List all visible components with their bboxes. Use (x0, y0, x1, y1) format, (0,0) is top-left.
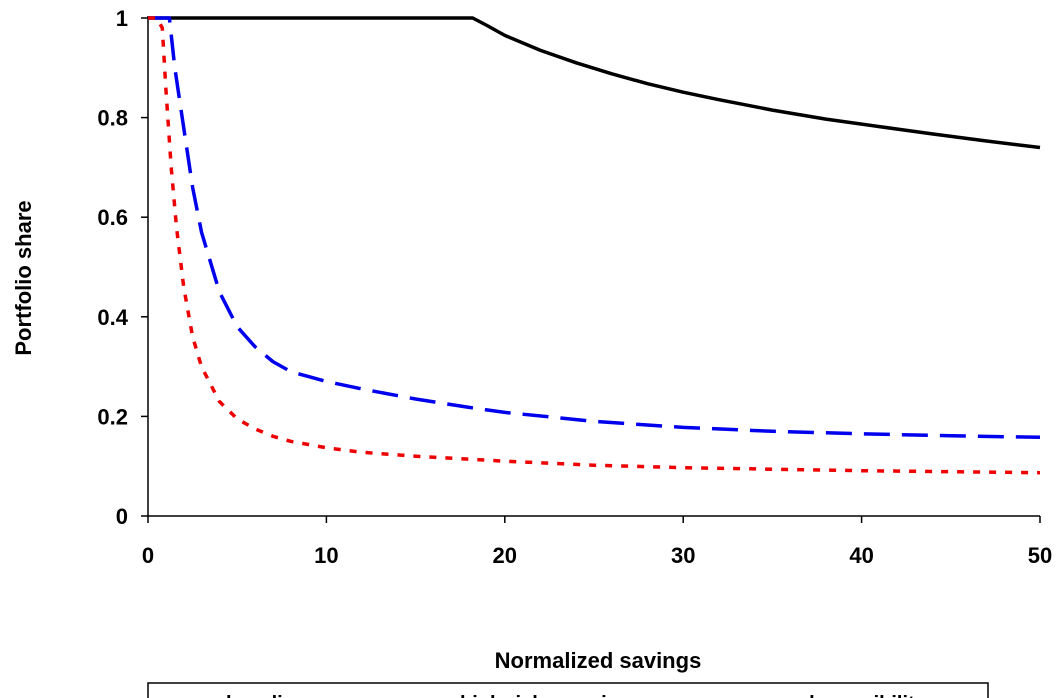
x-tick-label: 0 (142, 543, 154, 568)
x-tick-label: 30 (671, 543, 695, 568)
x-tick-label: 50 (1028, 543, 1052, 568)
x-tick-label: 10 (314, 543, 338, 568)
y-axis-title: Portfolio share (11, 200, 36, 355)
series-line-crash-possibility (148, 16, 1041, 475)
x-tick-label: 40 (849, 543, 873, 568)
legend-label: baseline (226, 693, 306, 698)
legend: baseline high risk aversion crash possibil… (147, 682, 989, 698)
y-tick-label: 0.2 (97, 404, 128, 429)
y-tick-label: 0.6 (97, 205, 128, 230)
y-tick-label: 0.4 (97, 305, 128, 330)
y-tick-label: 0 (116, 504, 128, 529)
series-line-high-risk-aversion (148, 16, 1041, 440)
tick-labels: 0 10 20 30 40 50 0 0.2 0.4 0.6 0.8 1 (97, 6, 1052, 568)
y-tick-label: 1 (116, 6, 128, 31)
axes (141, 16, 1041, 523)
y-tick-label: 0.8 (97, 106, 128, 131)
series-line-baseline (148, 16, 1041, 150)
legend-label: high risk aversion (460, 693, 631, 698)
legend-box (147, 682, 989, 698)
series-layer (148, 16, 1041, 475)
legend-label: crash possibility (768, 693, 927, 698)
x-axis-title: Normalized savings (495, 648, 702, 673)
x-tick-label: 20 (493, 543, 517, 568)
